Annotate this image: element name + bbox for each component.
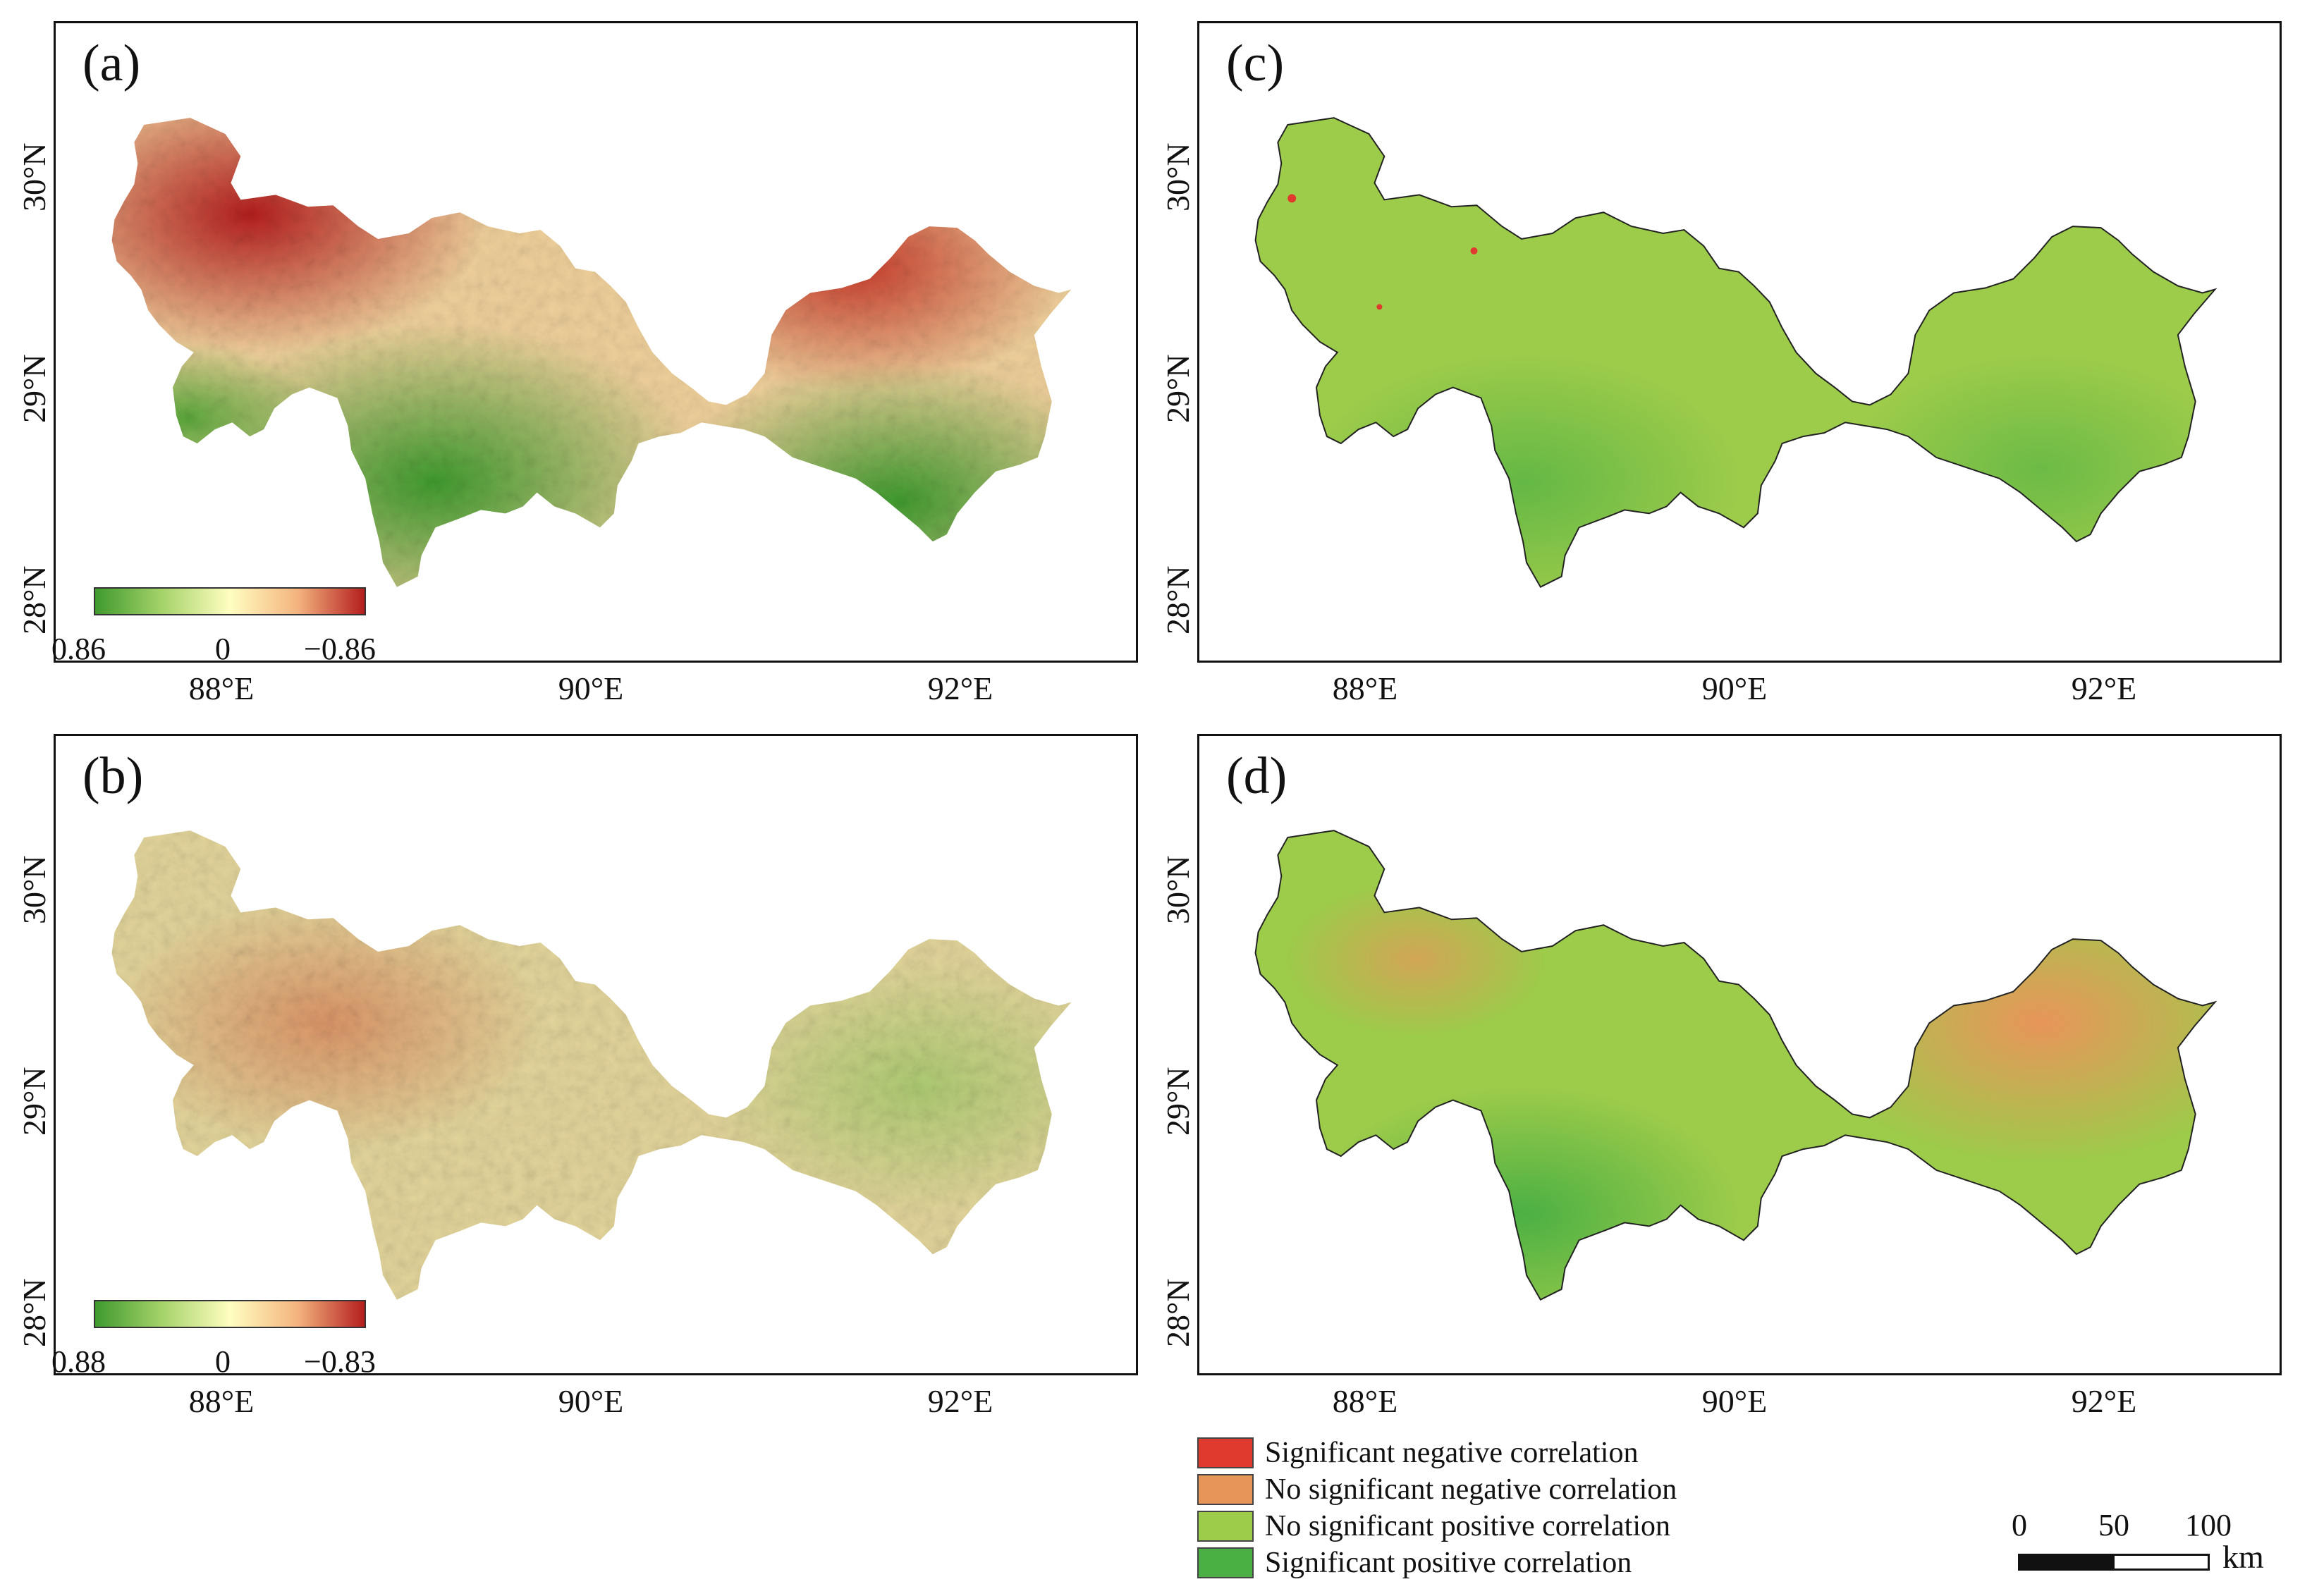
lon-label-92-b: 92°E — [927, 1383, 993, 1419]
legend-item: Significant positive correlation — [1197, 1545, 1677, 1581]
lat-label-28-c: 28°N — [1160, 565, 1196, 634]
map-d — [1254, 830, 2216, 1301]
map-a — [111, 118, 1072, 587]
legend-item: No significant negative correlation — [1197, 1471, 1677, 1508]
panel-label-b: (b) — [82, 747, 144, 805]
panel-b: (b) 0.88 0 −0.83 — [51, 734, 1138, 1379]
panel-label-d: (d) — [1226, 747, 1287, 805]
lon-label-90-c: 90°E — [1701, 670, 1768, 706]
legend-swatch — [1197, 1474, 1254, 1505]
scale-bar: 0 50 100 km — [2012, 1507, 2272, 1578]
lat-label-29-c: 29°N — [1160, 354, 1196, 423]
lon-label-88-b: 88°E — [188, 1383, 255, 1419]
legend-label: No significant negative correlation — [1265, 1473, 1677, 1506]
scale-tick-0: 0 — [2012, 1508, 2027, 1542]
lat-label-28-d: 28°N — [1160, 1278, 1196, 1347]
scale-tick-50: 50 — [2098, 1508, 2129, 1542]
lon-label-92-d: 92°E — [2071, 1383, 2137, 1419]
correlation-legend: Significant negative correlation No sign… — [1197, 1435, 1677, 1581]
lat-label-28-a: 28°N — [16, 565, 52, 634]
legend-label: Significant negative correlation — [1265, 1437, 1639, 1469]
panel-d: (d) — [1197, 734, 2282, 1375]
colorbar-a — [94, 587, 366, 615]
lat-label-29-a: 29°N — [16, 354, 52, 423]
map-b — [111, 830, 1072, 1300]
colorbar-a-max: −0.86 — [304, 632, 376, 666]
lon-label-92-c: 92°E — [2071, 670, 2137, 706]
lat-label-30-d: 30°N — [1160, 855, 1196, 924]
scale-tick-100: 100 — [2185, 1508, 2232, 1542]
legend-swatch — [1197, 1437, 1254, 1468]
panel-a: (a) 0.86 0 −0.86 — [51, 21, 1138, 666]
lat-label-30-b: 30°N — [16, 855, 52, 924]
scale-unit: km — [2222, 1539, 2264, 1575]
colorbar-b-mid: 0 — [215, 1344, 231, 1379]
lat-label-30-c: 30°N — [1160, 142, 1196, 211]
lon-label-88-a: 88°E — [188, 670, 255, 706]
legend-item: Significant negative correlation — [1197, 1435, 1677, 1471]
colorbar-a-mid: 0 — [215, 632, 231, 666]
colorbar-b-min: 0.88 — [51, 1344, 106, 1379]
lon-label-88-d: 88°E — [1332, 1383, 1398, 1419]
lat-label-30-a: 30°N — [16, 142, 52, 211]
legend-label: Significant positive correlation — [1265, 1547, 1632, 1579]
lat-label-29-d: 29°N — [1160, 1067, 1196, 1136]
lon-label-90-b: 90°E — [558, 1383, 624, 1419]
map-c — [1254, 117, 2216, 588]
panel-label-a: (a) — [82, 35, 141, 92]
lon-label-90-a: 90°E — [558, 670, 624, 706]
lat-label-28-b: 28°N — [16, 1278, 52, 1347]
colorbar-b — [94, 1300, 366, 1328]
scale-segment-black — [2018, 1554, 2114, 1571]
legend-item: No significant positive correlation — [1197, 1508, 1677, 1545]
colorbar-b-max: −0.83 — [304, 1344, 376, 1379]
lat-label-29-b: 29°N — [16, 1067, 52, 1136]
legend-label: No significant positive correlation — [1265, 1510, 1671, 1542]
lon-label-92-a: 92°E — [927, 670, 993, 706]
panel-label-c: (c) — [1226, 35, 1285, 92]
scale-segment-white — [2112, 1554, 2210, 1571]
legend-swatch — [1197, 1511, 1254, 1542]
legend-swatch — [1197, 1547, 1254, 1578]
panel-c: (c) — [1197, 21, 2282, 663]
lon-label-90-d: 90°E — [1701, 1383, 1768, 1419]
colorbar-a-min: 0.86 — [51, 632, 106, 666]
lon-label-88-c: 88°E — [1332, 670, 1398, 706]
